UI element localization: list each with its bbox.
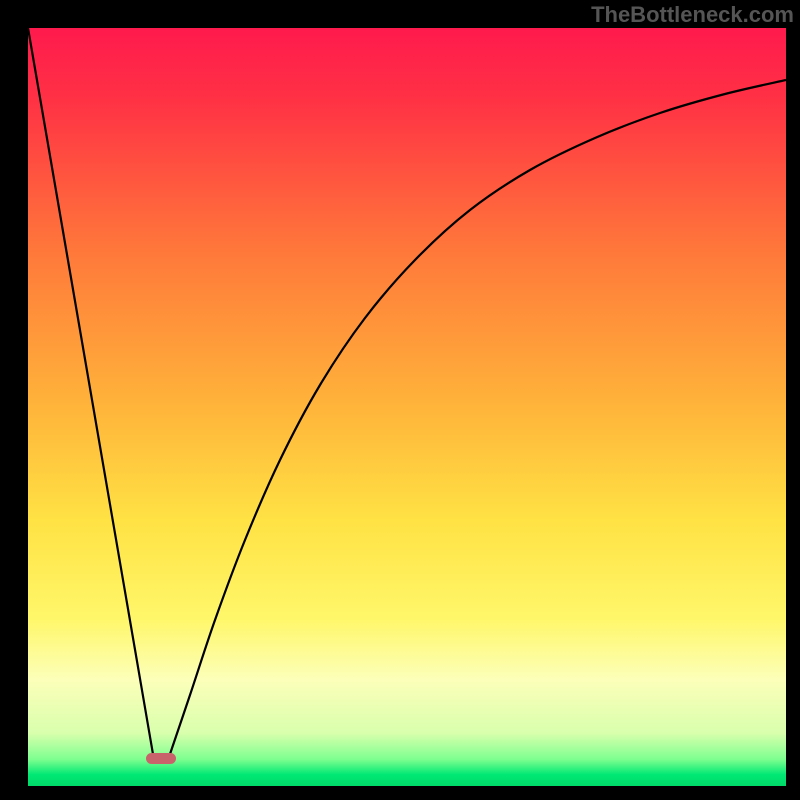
watermark-text: TheBottleneck.com xyxy=(591,2,794,28)
frame-border-right xyxy=(786,0,800,800)
frame-border-left xyxy=(0,0,28,800)
gradient-background xyxy=(28,28,786,786)
chart-container: TheBottleneck.com xyxy=(0,0,800,800)
bottleneck-chart xyxy=(0,0,800,800)
frame-border-bottom xyxy=(0,786,800,800)
minimum-marker xyxy=(146,753,176,764)
